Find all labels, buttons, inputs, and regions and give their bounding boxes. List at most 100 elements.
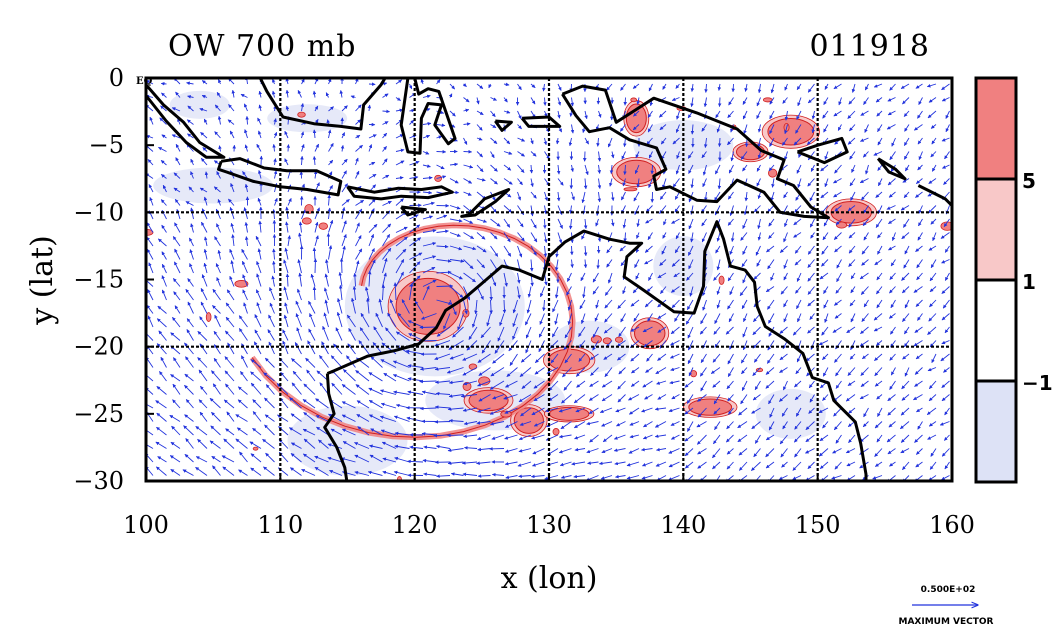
wind-vector [904,124,910,132]
wind-vector [543,97,547,106]
wind-vector [941,137,950,142]
wind-vector [570,164,574,173]
wind-vector [873,83,883,88]
wind-vector [327,194,331,206]
wind-vector [204,171,209,179]
wind-vector [256,143,262,152]
wind-vector [941,97,950,102]
wind-vector [244,129,248,139]
wind-vector [503,137,511,145]
wind-vector [301,209,306,220]
wind-vector [355,222,360,233]
wind-vector [287,197,292,206]
wind-vector [833,178,842,184]
wind-vector [422,190,433,195]
wind-vector [382,109,390,114]
wind-vector [171,107,181,112]
wind-vector [793,137,802,146]
wind-vector [258,90,262,98]
positive-ow-core [767,117,815,146]
wind-vector [228,104,235,112]
wind-vector [557,218,563,229]
wind-vector [314,235,319,247]
wind-vector [864,124,869,133]
wind-vector [449,83,456,90]
wind-vector [753,205,761,213]
wind-vector [436,79,441,85]
wind-vector [158,238,167,247]
y-tick-label: −20 [73,333,124,361]
wind-vector [714,164,721,175]
wind-vector [490,97,497,101]
wind-vector [860,137,869,142]
wind-vector [930,124,937,129]
wind-vector [584,137,589,145]
wind-vector [928,205,937,214]
wind-vector [530,137,534,145]
wind-vector [213,186,221,193]
wind-vector [862,151,869,158]
wind-vector [203,236,208,247]
wind-vector [214,236,221,247]
wind-vector [769,110,775,120]
positive-ow-spot [301,217,312,225]
wind-vector [287,235,291,247]
wind-vector [448,93,453,98]
wind-vector [215,208,221,220]
positive-ow-spot [623,187,638,192]
positive-ow-spot [318,222,329,230]
reference-vector: 0.500E+02 MAXIMUM VECTOR [898,585,993,627]
wind-vector [930,151,937,158]
wind-vector [659,191,667,200]
wind-vector [887,178,896,186]
wind-vector [810,232,815,239]
wind-vector [175,143,181,152]
wind-vector [160,199,167,206]
wind-vector [199,107,208,112]
wind-vector [903,151,910,160]
wind-vector [807,97,815,104]
wind-vector [676,151,680,159]
wind-vector [797,97,802,107]
wind-vector [503,205,513,213]
map-title: OW 700 mb [168,29,356,64]
wind-vector [622,178,626,187]
wind-vector [943,218,950,227]
wind-vector [784,218,788,228]
wind-vector [382,174,390,179]
wind-vector [214,131,221,139]
wind-vector [341,105,348,112]
wind-vector [824,178,829,188]
wind-vector [203,196,208,206]
wind-vector [190,223,194,233]
wind-vector [449,245,463,251]
wind-vector [341,158,348,166]
wind-vector [463,122,471,126]
wind-vector [796,164,802,174]
wind-vector [449,162,459,167]
wind-vector [355,199,365,206]
positive-ow-spot [297,111,306,118]
wind-vector [272,143,276,152]
wind-vector [809,218,815,228]
wind-vector [409,175,419,180]
wind-vector [216,91,221,98]
wind-vector [463,164,474,169]
wind-vector [273,118,277,125]
wind-vector [216,171,221,179]
wind-vector [597,151,602,162]
y-tick-label: −30 [73,467,124,495]
x-axis-label: x (lon) [501,561,598,596]
wind-vector [796,110,802,120]
wind-vector [740,232,748,241]
wind-vector [581,191,586,204]
wind-vector [312,90,317,98]
wind-vector [744,83,748,92]
wind-vector [273,158,277,166]
wind-vector [771,178,775,188]
wind-vector [490,110,496,117]
wind-vector [875,191,883,198]
wind-vector [368,223,378,233]
wind-vector [888,218,896,225]
wind-vector [244,221,249,233]
